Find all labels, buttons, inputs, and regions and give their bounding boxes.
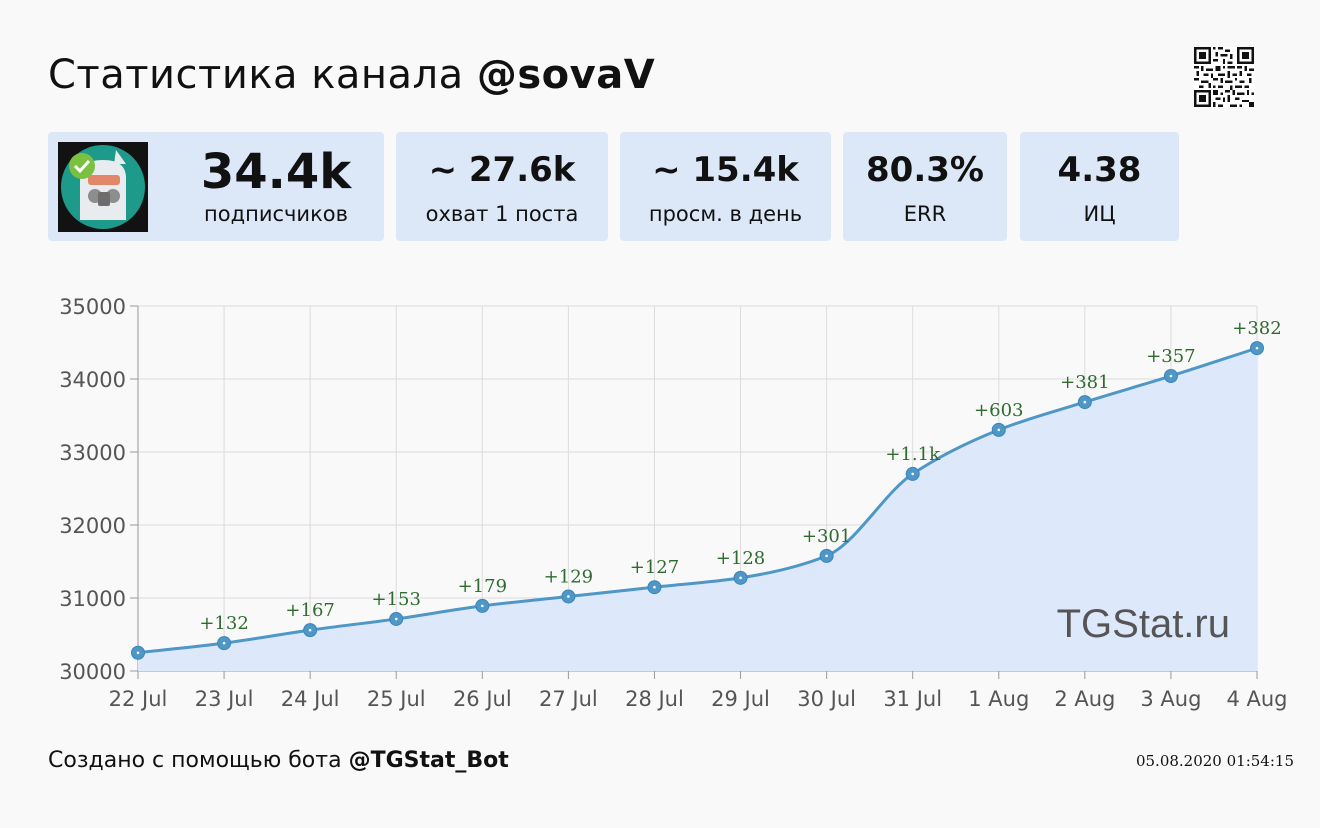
data-point-center (394, 617, 398, 621)
page-title: Статистика канала @sovaV (48, 52, 655, 98)
point-label: +132 (199, 613, 248, 634)
point-label: +382 (1232, 318, 1281, 339)
area-fill (138, 348, 1257, 671)
card-ic: 4.38 ИЦ (1020, 132, 1179, 241)
data-point-center (136, 651, 140, 655)
x-tick-label: 27 Jul (539, 687, 598, 711)
x-tick-label: 31 Jul (883, 687, 942, 711)
y-tick-label: 32000 (59, 514, 126, 538)
card-subscribers: 34.4k подписчиков (48, 132, 384, 241)
point-label: +179 (458, 576, 507, 597)
watermark: TGStat.ru (1057, 602, 1230, 646)
footer-credit: Создано с помощью бота @TGStat_Bot (48, 748, 509, 773)
x-tick-label: 4 Aug (1226, 687, 1287, 711)
channel-name: @sovaV (476, 52, 656, 98)
y-tick-label: 31000 (59, 587, 126, 611)
point-label: +381 (1060, 372, 1109, 393)
ic-label: ИЦ (1083, 202, 1116, 226)
card-err: 80.3% ERR (843, 132, 1007, 241)
data-point-center (222, 641, 226, 645)
footer-bot: @TGStat_Bot (348, 748, 509, 773)
y-axis-ticks: 30000 31000 32000 33000 34000 35000 (59, 295, 138, 684)
x-tick-label: 24 Jul (281, 687, 340, 711)
subscribers-value: 34.4k (200, 144, 352, 200)
point-label: +128 (716, 548, 765, 569)
err-label: ERR (903, 202, 947, 226)
daily-views-label: просм. в день (648, 202, 803, 226)
data-point-center (308, 628, 312, 632)
point-label: +127 (630, 557, 679, 578)
data-point-center (1255, 346, 1259, 350)
series-line (137, 346, 1258, 655)
y-tick-label: 34000 (59, 368, 126, 392)
data-points (131, 341, 1264, 660)
x-axis-ticks: 22 Jul 23 Jul 24 Jul 25 Jul 26 Jul 27 Jul 28 J… (109, 671, 1288, 711)
err-value: 80.3% (866, 150, 984, 190)
reach-value: ~ 27.6k (428, 150, 576, 190)
x-tick-label: 2 Aug (1054, 687, 1115, 711)
data-point-center (997, 428, 1001, 432)
data-point-center (1169, 374, 1173, 378)
data-point-center (481, 604, 484, 608)
point-label: +129 (544, 566, 593, 587)
x-tick-label: 29 Jul (711, 687, 770, 711)
data-point-center (739, 576, 742, 580)
point-labels: +132 +167 +153 +179 +129 +127 +128 +301 +1.1k +60… (199, 318, 1281, 634)
x-tick-label: 22 Jul (109, 687, 168, 711)
data-point-center (567, 595, 570, 598)
reach-label: охват 1 поста (425, 202, 579, 226)
title-prefix: Статистика канала (48, 52, 464, 98)
x-tick-label: 23 Jul (195, 687, 254, 711)
card-daily-views: ~ 15.4k просм. в день (620, 132, 831, 241)
point-label: +167 (285, 600, 334, 621)
point-label: +357 (1146, 346, 1195, 367)
daily-views-value: ~ 15.4k (652, 150, 799, 190)
y-tick-label: 35000 (59, 295, 126, 319)
footer-timestamp: 05.08.2020 01:54:15 (1135, 752, 1294, 770)
x-tick-label: 25 Jul (367, 687, 426, 711)
data-point-center (653, 585, 656, 589)
point-label: +1.1k (885, 444, 941, 465)
data-point-center (911, 472, 914, 476)
x-tick-label: 1 Aug (968, 687, 1029, 711)
y-tick-label: 30000 (59, 660, 126, 684)
ic-value: 4.38 (1057, 150, 1142, 190)
qr-code-icon (1194, 47, 1254, 107)
x-tick-label: 30 Jul (797, 687, 856, 711)
x-tick-label: 3 Aug (1140, 687, 1201, 711)
point-label: +301 (802, 526, 851, 547)
y-tick-label: 33000 (59, 441, 126, 465)
data-point-center (1083, 400, 1087, 404)
point-label: +153 (372, 589, 421, 610)
footer-prefix: Создано с помощью бота (48, 748, 342, 773)
point-label: +603 (974, 400, 1023, 421)
data-point-center (825, 554, 828, 558)
x-tick-label: 28 Jul (625, 687, 684, 711)
subscribers-label: подписчиков (204, 202, 348, 226)
channel-avatar (58, 142, 148, 232)
x-tick-label: 26 Jul (453, 687, 512, 711)
card-reach: ~ 27.6k охват 1 поста (396, 132, 608, 241)
